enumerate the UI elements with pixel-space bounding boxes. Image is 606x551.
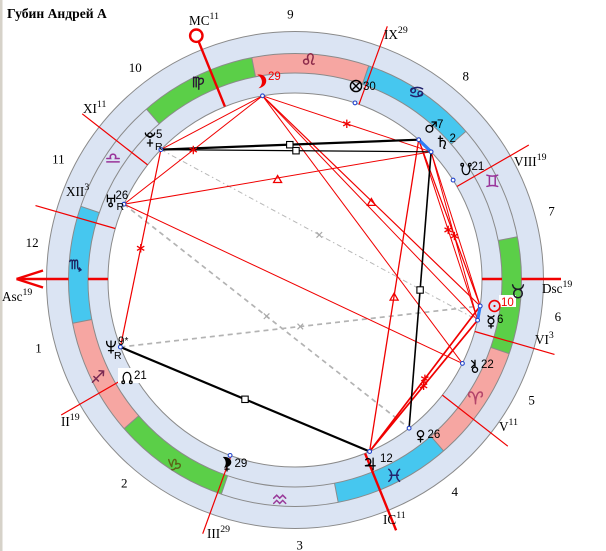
svg-text:9: 9 [118, 336, 124, 348]
svg-text:29: 29 [235, 458, 248, 470]
svg-text:5: 5 [528, 393, 535, 408]
svg-text:3: 3 [296, 538, 303, 551]
svg-text:12: 12 [26, 235, 39, 250]
svg-text:R: R [117, 201, 125, 213]
svg-text:Губин Андрей А: Губин Андрей А [7, 6, 107, 21]
svg-text:11: 11 [52, 152, 65, 167]
svg-text:10: 10 [501, 297, 514, 309]
svg-text:29: 29 [268, 71, 281, 83]
svg-text:22: 22 [481, 359, 494, 371]
svg-text:R: R [155, 141, 163, 153]
svg-text:4: 4 [452, 484, 459, 499]
svg-text:12: 12 [380, 453, 393, 465]
svg-text:6: 6 [497, 314, 503, 326]
svg-text:7: 7 [437, 119, 443, 131]
svg-text:21: 21 [134, 370, 147, 382]
svg-text:R: R [114, 350, 122, 362]
svg-text:5: 5 [156, 129, 162, 141]
svg-text:9: 9 [287, 7, 294, 22]
svg-text:7: 7 [548, 203, 555, 218]
svg-text:2: 2 [450, 133, 456, 145]
svg-text:26: 26 [428, 429, 441, 441]
svg-text:10: 10 [129, 60, 142, 75]
svg-text:8: 8 [462, 69, 469, 84]
svg-text:XII3: XII3 [66, 182, 89, 199]
svg-text:2: 2 [121, 475, 128, 490]
svg-text:21: 21 [472, 161, 485, 173]
svg-text:1: 1 [35, 341, 42, 356]
svg-text:*: * [125, 336, 129, 347]
svg-text:30: 30 [363, 81, 376, 93]
svg-text:26: 26 [116, 190, 129, 202]
svg-text:6: 6 [555, 309, 562, 324]
